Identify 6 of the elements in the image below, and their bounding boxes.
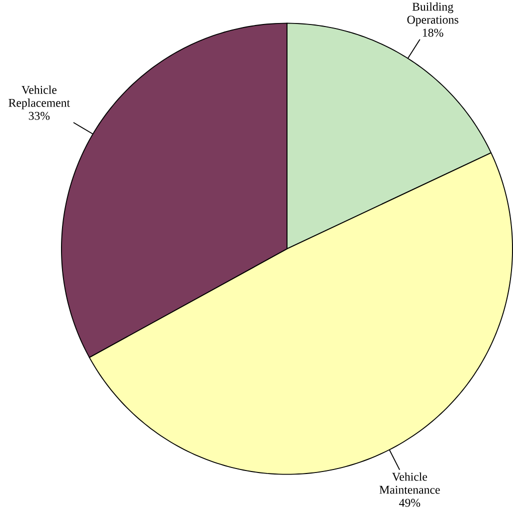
slice-label: Building Operations [407, 2, 458, 26]
data-label: 18% [422, 28, 444, 37]
data-label: 49% [399, 498, 420, 507]
data-label: 33% [28, 112, 50, 120]
slice-label: Vehicle Maintenance [380, 472, 440, 494]
slice-label: Vehicle Replacement [8, 85, 70, 110]
